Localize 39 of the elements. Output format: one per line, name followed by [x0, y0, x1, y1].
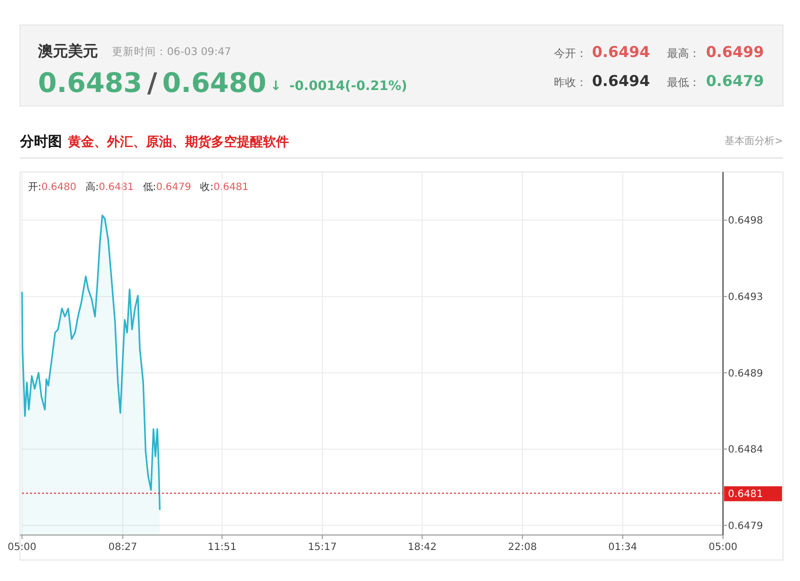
text: 0.6494	[592, 43, 650, 61]
x-tick-label: 08:27	[108, 542, 138, 553]
y-tick-label: 0.6498	[728, 216, 763, 227]
annotation: 开:	[28, 182, 42, 193]
text: 黄金、外汇、原油、期货多空提醒软件	[67, 134, 289, 150]
annotation: 0.6479	[156, 182, 192, 193]
annotation: 高:	[85, 181, 99, 193]
text: 0.6494	[592, 72, 650, 90]
x-tick-label: 11:51	[208, 542, 236, 553]
text: 0.6483	[38, 68, 142, 99]
text: 基本面分析>	[724, 135, 783, 147]
text: 最低：	[667, 76, 700, 89]
x-tick-label: 01:34	[608, 542, 638, 553]
y-tick-label: 0.6479	[728, 520, 763, 532]
chart-subtitle: 更新时间：06-03 09:47	[112, 45, 232, 58]
y-tick-label: 0.6489	[728, 368, 763, 380]
x-tick-label: 05:00	[708, 542, 738, 553]
annotation: 低:	[142, 182, 156, 193]
chart-title: 澳元美元	[37, 42, 98, 60]
text: 分时图	[19, 134, 62, 150]
text: 最高：	[667, 47, 700, 60]
text: /	[147, 68, 158, 99]
x-tick-label: 15:17	[308, 542, 337, 553]
y-tick-label: 0.6493	[728, 292, 763, 303]
annotation: 0.6481	[98, 182, 134, 193]
text: 0.6499	[706, 43, 764, 61]
text: 今开：	[554, 47, 587, 60]
text: ↓	[270, 79, 282, 94]
annotation: 收:	[200, 182, 214, 193]
annotation: 0.6480	[41, 182, 76, 193]
annotation: 0.6481	[214, 182, 248, 193]
ref-line-label: 0.6481	[728, 489, 763, 500]
text: 昨收：	[554, 76, 587, 89]
text: -0.0014(-0.21%)	[289, 79, 408, 94]
x-tick-label: 22:08	[508, 542, 537, 553]
text: 0.6480	[162, 68, 266, 99]
x-tick-label: 18:42	[408, 542, 437, 553]
x-tick-label: 05:00	[8, 542, 36, 553]
y-tick-label: 0.6484	[728, 444, 763, 456]
